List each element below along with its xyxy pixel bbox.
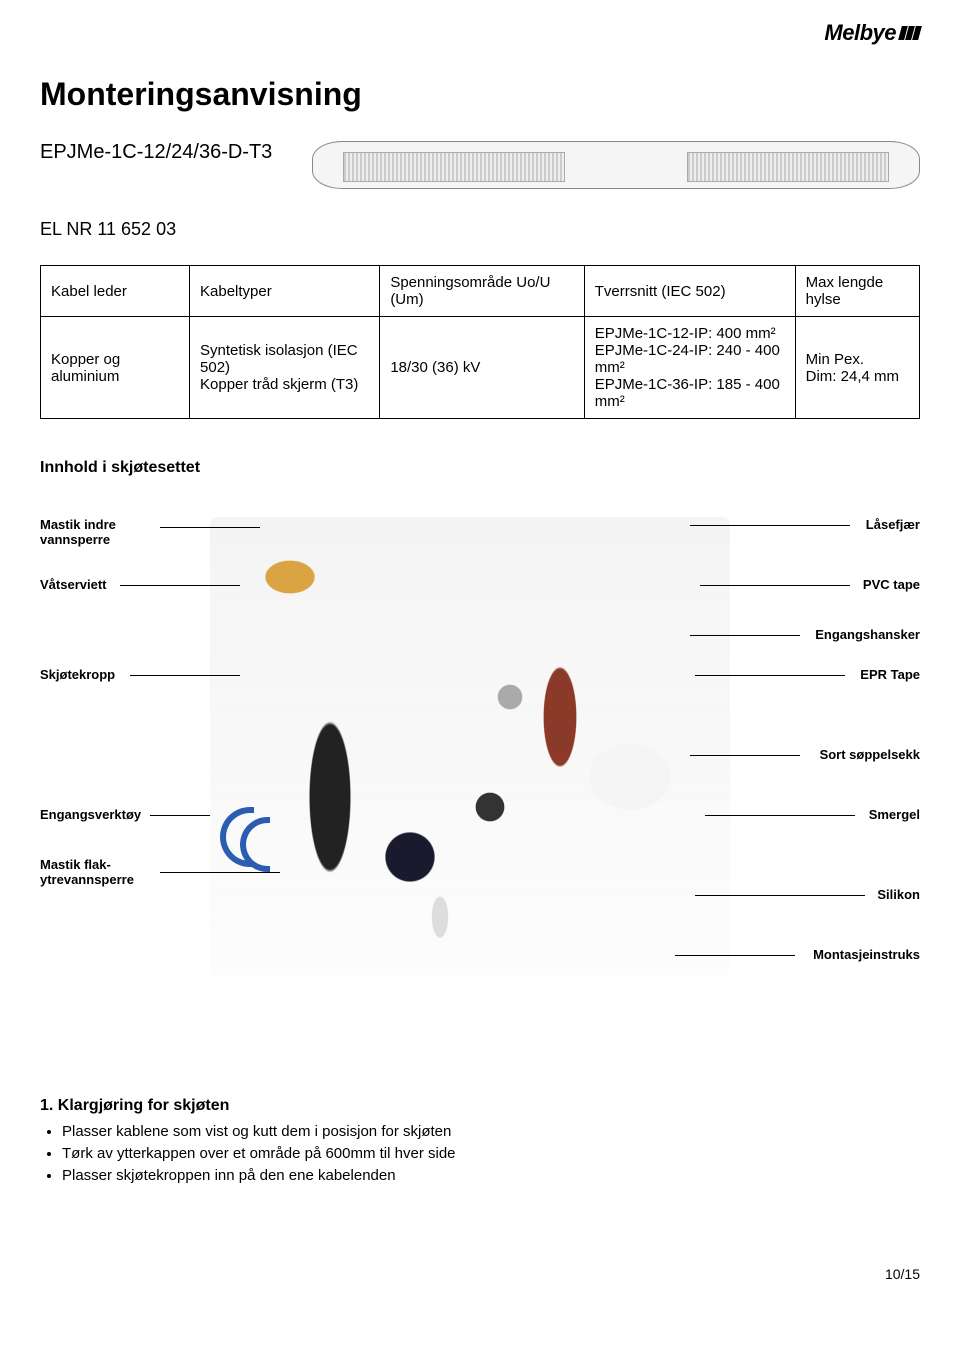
leader-line [160, 872, 280, 873]
leader-line [695, 895, 865, 896]
col-header: Max lengde hylse [795, 266, 919, 317]
leader-line [675, 955, 795, 956]
label-silikon: Silikon [877, 887, 920, 902]
leader-line [160, 527, 260, 528]
label-smergel: Smergel [869, 807, 920, 822]
leader-line [690, 525, 850, 526]
subtitle-row: EPJMe-1C-12/24/36-D-T3 [40, 141, 920, 189]
header-logo-row: Melbye [40, 20, 920, 46]
leader-line [695, 675, 845, 676]
leader-line [130, 675, 240, 676]
table-row: Kopper og aluminium Syntetisk isolasjon … [41, 317, 920, 419]
label-vatserviett: Våtserviett [40, 577, 106, 592]
el-number: EL NR 11 652 03 [40, 219, 920, 240]
cell-kabeltyper: Syntetisk isolasjon (IEC 502) Kopper trå… [190, 317, 380, 419]
leader-line [150, 815, 210, 816]
kit-heading: Innhold i skjøtesettet [40, 459, 920, 477]
brand-text: Melbye [824, 20, 896, 46]
label-sort-soppel: Sort søppelsekk [820, 747, 920, 762]
page-title: Monteringsanvisning [40, 76, 920, 113]
table-header-row: Kabel leder Kabeltyper Spenningsområde U… [41, 266, 920, 317]
brand-logo: Melbye [824, 20, 920, 46]
leader-line [690, 755, 800, 756]
label-mastik-indre: Mastik indre vannsperre [40, 517, 160, 547]
label-montasje: Montasjeinstruks [813, 947, 920, 962]
leader-line [120, 585, 240, 586]
cable-diagram-illustration [312, 141, 920, 189]
list-item: Plasser skjøtekroppen inn på den ene kab… [62, 1165, 920, 1187]
label-engangshansker: Engangshansker [815, 627, 920, 642]
col-header: Spenningsområde Uo/U (Um) [380, 266, 584, 317]
list-item: Plasser kablene som vist og kutt dem i p… [62, 1121, 920, 1143]
step-1-list: Plasser kablene som vist og kutt dem i p… [40, 1121, 920, 1186]
leader-line [690, 635, 800, 636]
list-item: Tørk av ytterkappen over et område på 60… [62, 1143, 920, 1165]
brand-mark-icon [900, 26, 920, 40]
kit-contents-figure: Mastik indre vannsperre Våtserviett Skjø… [40, 497, 920, 1057]
kit-photo-placeholder [210, 517, 730, 977]
step-1-heading: 1. Klargjøring for skjøten [40, 1097, 920, 1115]
label-engangsverktoy: Engangsverktøy [40, 807, 141, 822]
cell-tverrsnitt: EPJMe-1C-12-IP: 400 mm² EPJMe-1C-24-IP: … [584, 317, 795, 419]
product-code: EPJMe-1C-12/24/36-D-T3 [40, 141, 272, 164]
spec-table: Kabel leder Kabeltyper Spenningsområde U… [40, 265, 920, 419]
leader-line [700, 585, 850, 586]
cell-spenning: 18/30 (36) kV [380, 317, 584, 419]
cell-max-lengde: Min Pex. Dim: 24,4 mm [795, 317, 919, 419]
label-epr-tape: EPR Tape [860, 667, 920, 682]
leader-line [705, 815, 855, 816]
page-number: 10/15 [40, 1266, 920, 1282]
label-pvc-tape: PVC tape [863, 577, 920, 592]
col-header: Kabeltyper [190, 266, 380, 317]
label-mastik-flak: Mastik flak-ytrevannsperre [40, 857, 160, 887]
col-header: Kabel leder [41, 266, 190, 317]
cell-kabel-leder: Kopper og aluminium [41, 317, 190, 419]
label-lasefjaer: Låsefjær [866, 517, 920, 532]
label-skjotekropp: Skjøtekropp [40, 667, 115, 682]
col-header: Tverrsnitt (IEC 502) [584, 266, 795, 317]
